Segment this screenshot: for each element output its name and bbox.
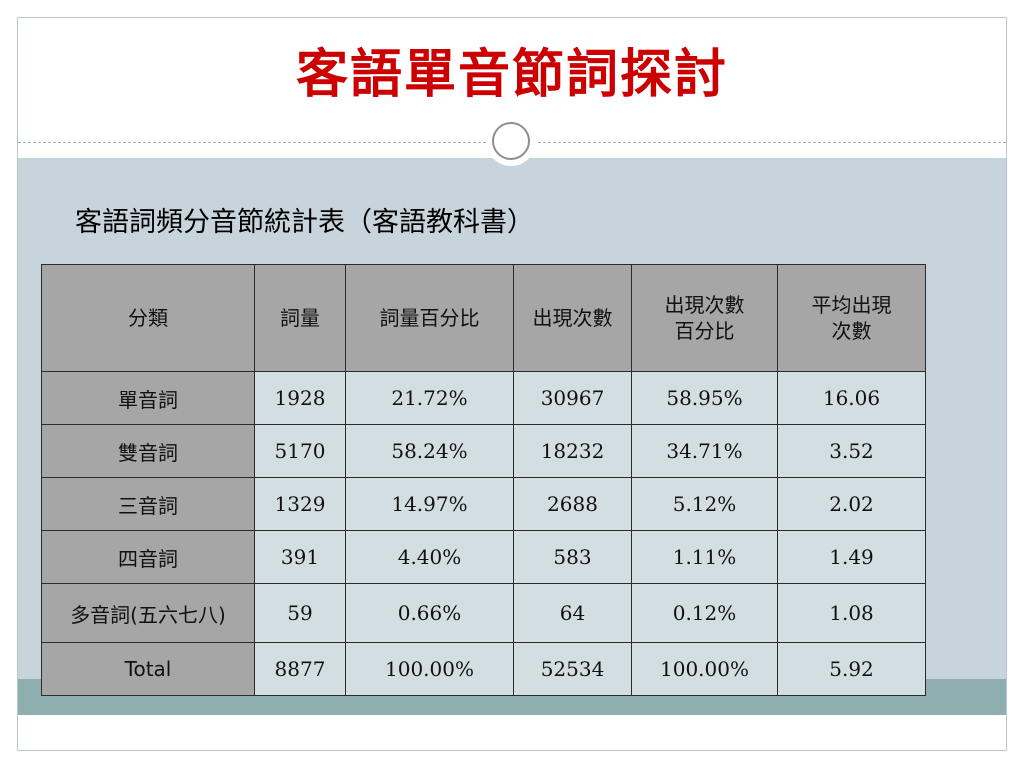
- table-cell: 16.06: [777, 371, 926, 425]
- table-cell: 2688: [513, 477, 632, 531]
- table-caption: 客語詞頻分音節統計表（客語教科書）: [75, 207, 534, 238]
- header-average-occurrences: 平均出現 次數: [777, 264, 926, 372]
- table-cell: 5170: [254, 424, 346, 478]
- table-cell: 5.92: [777, 642, 926, 696]
- table-cell: 21.72%: [345, 371, 514, 425]
- table-cell: 583: [513, 530, 632, 584]
- circle-ornament-icon: [486, 116, 536, 166]
- table-row: 三音詞 1329 14.97% 2688 5.12% 2.02: [41, 477, 926, 531]
- header-word-percentage: 詞量百分比: [345, 264, 514, 372]
- header-category: 分類: [41, 264, 255, 372]
- table-header-row: 分類 詞量 詞量百分比 出現次數 出現次數 百分比 平均出現 次數: [41, 264, 926, 372]
- table-cell: 1.11%: [631, 530, 778, 584]
- table-cell: 100.00%: [345, 642, 514, 696]
- table-cell: 4.40%: [345, 530, 514, 584]
- header-occurrence-percentage: 出現次數 百分比: [631, 264, 778, 372]
- table-cell: 52534: [513, 642, 632, 696]
- table-cell: 0.66%: [345, 583, 514, 643]
- table-cell: 58.95%: [631, 371, 778, 425]
- table-cell: 59: [254, 583, 346, 643]
- table-cell: 391: [254, 530, 346, 584]
- row-label: Total: [41, 642, 255, 696]
- row-label: 四音詞: [41, 530, 255, 584]
- table-cell: 1.08: [777, 583, 926, 643]
- table-row: 單音詞 1928 21.72% 30967 58.95% 16.06: [41, 371, 926, 425]
- row-label: 多音詞(五六七八): [41, 583, 255, 643]
- slide-title: 客語單音節詞探討: [295, 45, 728, 105]
- table-cell: 0.12%: [631, 583, 778, 643]
- table-cell: 100.00%: [631, 642, 778, 696]
- table-cell: 14.97%: [345, 477, 514, 531]
- table-cell: 2.02: [777, 477, 926, 531]
- table-cell: 58.24%: [345, 424, 514, 478]
- row-label: 三音詞: [41, 477, 255, 531]
- row-label: 單音詞: [41, 371, 255, 425]
- table-cell: 64: [513, 583, 632, 643]
- table-cell: 1.49: [777, 530, 926, 584]
- table-cell: 3.52: [777, 424, 926, 478]
- table-cell: 1928: [254, 371, 346, 425]
- table-cell: 34.71%: [631, 424, 778, 478]
- table-cell: 30967: [513, 371, 632, 425]
- table-cell: 5.12%: [631, 477, 778, 531]
- syllable-statistics-table: 分類 詞量 詞量百分比 出現次數 出現次數 百分比 平均出現 次數 單音詞 1928…: [41, 264, 926, 696]
- row-label: 雙音詞: [41, 424, 255, 478]
- slide: 客語單音節詞探討 客語詞頻分音節統計表（客語教科書） 分類 詞量 詞量百分比 出…: [17, 17, 1007, 751]
- table-row: 多音詞(五六七八) 59 0.66% 64 0.12% 1.08: [41, 583, 926, 643]
- table-cell: 8877: [254, 642, 346, 696]
- table-row-total: Total 8877 100.00% 52534 100.00% 5.92: [41, 642, 926, 696]
- table-cell: 1329: [254, 477, 346, 531]
- table-row: 雙音詞 5170 58.24% 18232 34.71% 3.52: [41, 424, 926, 478]
- header-occurrences: 出現次數: [513, 264, 632, 372]
- table-row: 四音詞 391 4.40% 583 1.11% 1.49: [41, 530, 926, 584]
- header-word-count: 詞量: [254, 264, 346, 372]
- table-cell: 18232: [513, 424, 632, 478]
